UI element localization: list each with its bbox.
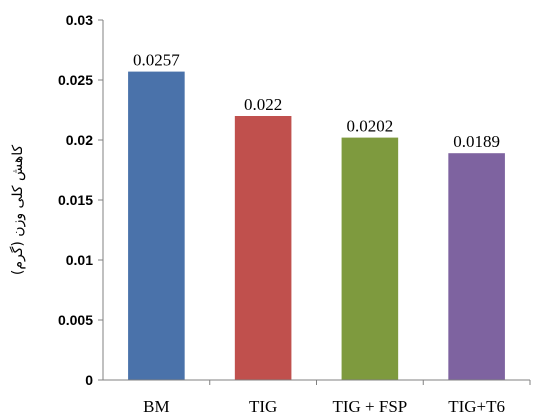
y-tick-label: 0.025 [58, 72, 93, 88]
x-axis: BM TIG TIG + FSP TIG+T6 [103, 379, 531, 416]
y-axis: 0 0.005 0.01 0.015 0.02 0.025 0.03 [58, 12, 104, 388]
x-category-label: BM [143, 397, 169, 416]
data-label: 0.0189 [453, 132, 500, 151]
y-tick-label: 0.02 [66, 132, 93, 148]
x-category-label: TIG [249, 397, 277, 416]
bar-bm [128, 71, 185, 380]
data-label: 0.0257 [133, 51, 180, 70]
y-tick-label: 0.015 [58, 192, 93, 208]
bar-tig-t6 [448, 153, 505, 380]
y-tick-label: 0 [85, 372, 93, 388]
y-tick-label: 0.005 [58, 312, 93, 328]
data-label: 0.0202 [347, 117, 394, 136]
bar-tig [234, 116, 292, 380]
y-tick-label: 0.03 [66, 12, 93, 28]
y-axis-label: کاهش کلی وزن (گرم) [9, 145, 26, 276]
data-label: 0.022 [244, 95, 282, 114]
x-category-label: TIG + FSP [332, 397, 407, 416]
bar-tig-fsp [341, 137, 399, 380]
x-category-label: TIG+T6 [448, 397, 505, 416]
bars: 0.0257 0.022 0.0202 0.0189 [128, 51, 505, 380]
y-tick-label: 0.01 [66, 252, 93, 268]
